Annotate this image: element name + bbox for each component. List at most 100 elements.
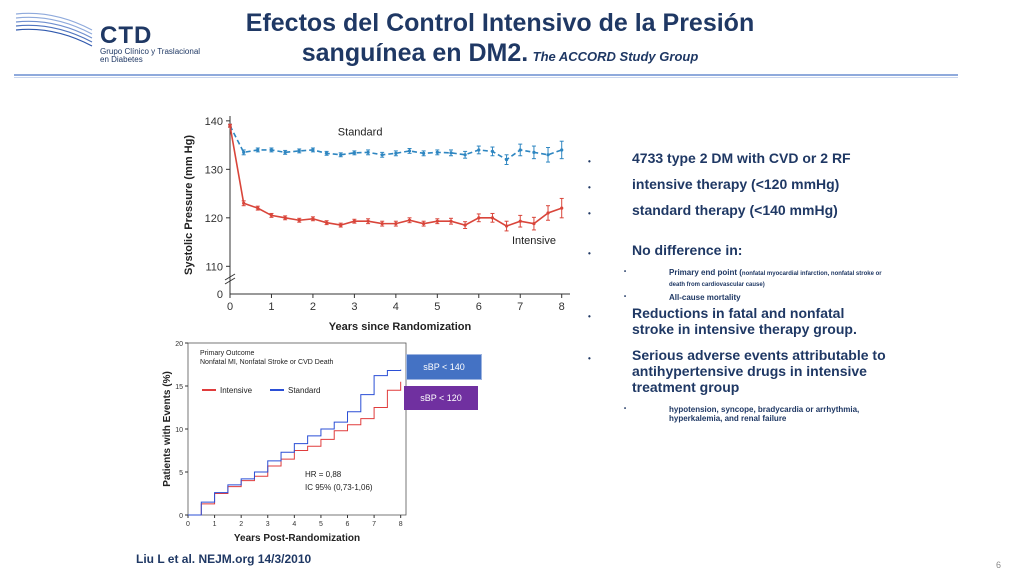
chart-title: Primary Outcome — [200, 350, 255, 357]
data-point — [449, 219, 453, 223]
x-tick-label: 5 — [434, 301, 440, 313]
x-tick-label: 5 — [319, 521, 323, 528]
bullet-text: Primary end point ( — [669, 268, 742, 277]
bullet-dot-icon: • — [624, 406, 627, 412]
y-tick-label: 5 — [179, 470, 183, 477]
data-point — [546, 153, 550, 157]
bullet-dot-icon: • — [588, 312, 591, 321]
x-tick-label: 1 — [213, 521, 217, 528]
bullet-text: intensive therapy (<120 mmHg) — [632, 176, 840, 192]
bullet-dot-icon: • — [624, 294, 627, 300]
x-tick-label: 8 — [399, 521, 403, 528]
x-tick-label: 3 — [351, 301, 357, 313]
bullet-text: Serious adverse events attributable to a… — [632, 347, 886, 395]
data-point — [435, 219, 439, 223]
title-divider-light — [14, 77, 958, 78]
x-tick-label: 4 — [292, 521, 296, 528]
bullet-dot-icon: • — [588, 249, 591, 258]
series-line-intensive — [229, 125, 562, 227]
data-point — [269, 148, 274, 152]
bullet-item: • hypotension, syncope, bradycardia or ar… — [588, 405, 888, 423]
y-tick-label: 0 — [179, 513, 183, 520]
logo-swoosh-icon — [15, 12, 93, 47]
x-tick-label: 6 — [346, 521, 350, 528]
bullet-dot-icon: • — [588, 354, 591, 363]
title-line-1: Efectos del Control Intensivo de la Pres… — [245, 9, 755, 37]
x-tick-label: 7 — [517, 301, 523, 313]
data-point — [394, 151, 398, 155]
plot-frame — [187, 342, 407, 516]
x-axis-title: Years Post-Randomization — [234, 533, 360, 544]
x-tick-label: 0 — [186, 521, 190, 528]
series-label-standard: Standard — [338, 126, 383, 138]
x-tick-label: 0 — [227, 301, 233, 313]
logo-subtitle: Grupo Clínico y Traslacional en Diabetes — [100, 47, 201, 64]
legend-label-intensive: Intensive — [220, 386, 253, 395]
data-point — [422, 222, 426, 226]
bullet-item: • Serious adverse events attributable to … — [588, 347, 888, 395]
y-tick-label: 130 — [205, 164, 223, 176]
data-point — [380, 153, 384, 157]
x-tick-label: 6 — [476, 301, 482, 313]
hr-annotation: IC 95% (0,73-1,06) — [305, 483, 373, 492]
slide-title: Efectos del Control Intensivo de la Pres… — [210, 8, 790, 68]
bullet-item: • No difference in: — [588, 242, 888, 258]
y-axis-title: Systolic Pressure (mm Hg) — [183, 135, 195, 275]
data-point — [269, 213, 274, 217]
y-tick-label: 120 — [205, 213, 223, 225]
data-point — [532, 150, 536, 154]
data-point — [463, 153, 467, 157]
bullet-list: • 4733 type 2 DM with CVD or 2 RF • intensi… — [588, 150, 888, 426]
y-tick-label: 110 — [205, 261, 223, 273]
data-point — [560, 148, 564, 152]
axis-break-mark — [224, 273, 236, 281]
data-point — [256, 148, 260, 152]
data-point — [339, 153, 343, 157]
title-line-2-italic: The ACCORD Study Group — [532, 49, 699, 64]
logo-text: CTD — [100, 22, 153, 49]
bullet-text: hypotension, syncope, bradycardia or arr… — [669, 405, 860, 423]
bullet-text: No difference in: — [632, 242, 743, 258]
bullet-small-text: nonfatal myocardial infarction, nonfatal… — [669, 271, 882, 288]
data-point — [242, 150, 246, 154]
bullet-text: All-cause mortality — [669, 293, 741, 302]
x-tick-label: 2 — [239, 521, 243, 528]
data-point — [449, 151, 453, 155]
bullet-item: • Primary end point (nonfatal myocardial … — [588, 268, 888, 290]
y-tick-label: 15 — [175, 384, 183, 391]
systolic-pressure-chart: 140 130 120 110 00 1 2 3 4 5 6 7 8 Years since Random… — [183, 116, 570, 333]
bullet-dot-icon: • — [588, 157, 591, 166]
data-point — [256, 206, 260, 210]
ctd-logo: CTD Grupo Clínico y Traslacional en Diab… — [14, 10, 200, 64]
data-point — [242, 201, 246, 205]
sbp-140-box: sBP < 140 — [406, 354, 482, 380]
bullet-item: • Reductions in fatal and nonfatal stroke… — [588, 305, 888, 337]
legend-label-standard: Standard — [288, 386, 320, 395]
y-tick-label: 20 — [175, 341, 183, 348]
data-point — [325, 151, 329, 155]
x-tick-label: 2 — [310, 301, 316, 313]
data-point — [352, 219, 356, 223]
data-point — [477, 216, 481, 220]
data-point — [407, 149, 412, 153]
data-point — [311, 217, 315, 221]
hr-annotation: HR = 0,88 — [305, 470, 342, 479]
primary-outcome-chart: 0 5 10 15 20 0 1 2 3 4 5 6 7 8 Years Post-Randomizatio… — [162, 341, 407, 544]
data-point — [546, 211, 550, 215]
x-tick-label: 7 — [372, 521, 376, 528]
series-label-intensive: Intensive — [512, 235, 556, 247]
data-point — [339, 223, 343, 227]
data-point — [380, 222, 384, 226]
data-point — [325, 221, 329, 225]
data-point — [504, 224, 509, 228]
data-point — [490, 149, 495, 153]
chart-subtitle: Nonfatal MI, Nonfatal Stroke or CVD Deat… — [200, 359, 334, 366]
bullet-dot-icon: • — [588, 209, 591, 218]
data-point — [518, 219, 522, 223]
y-axis-title: Patients with Events (%) — [162, 371, 173, 487]
x-tick-label: 4 — [393, 301, 399, 313]
sbp-120-box: sBP < 120 — [404, 386, 478, 410]
data-point — [504, 158, 509, 162]
axis-break-mark — [224, 277, 236, 285]
bullet-text: 4733 type 2 DM with CVD or 2 RF — [632, 150, 851, 166]
